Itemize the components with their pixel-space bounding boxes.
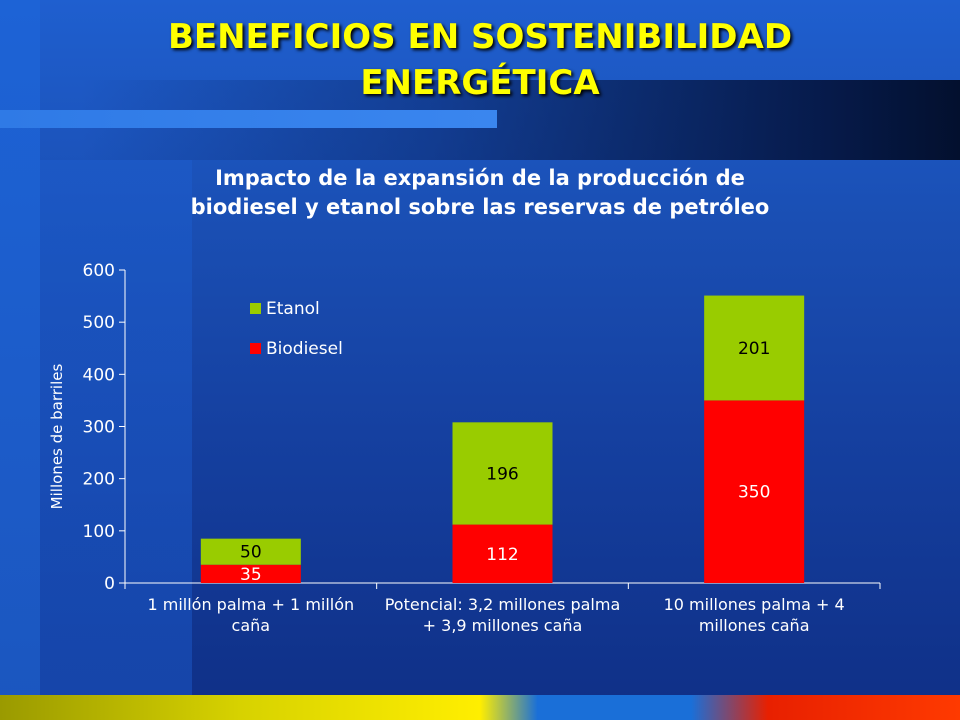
background-light-strip	[0, 110, 497, 128]
bar-biodiesel-3	[704, 400, 805, 583]
bottom-decorative-bar	[0, 695, 960, 720]
y-tick-label: 300	[83, 418, 115, 438]
chart-title-line-2: biodiesel y etanol sobre las reservas de…	[190, 195, 770, 219]
page-title-line-1: BENEFICIOS EN SOSTENIBILIDAD	[167, 17, 793, 57]
bar-biodiesel-1	[200, 564, 301, 583]
y-tick-label: 600	[83, 261, 115, 281]
x-category-label-3-line-1: 10 millones palma + 4	[664, 595, 845, 614]
page-title-line-2: ENERGÉTICA	[360, 63, 600, 103]
legend-swatch-biodiesel	[250, 343, 261, 354]
background-inner-panel	[40, 160, 192, 695]
x-category-label-1-line-2: caña	[232, 616, 271, 635]
legend-swatch-etanol	[250, 303, 261, 314]
data-label-etanol-2: 196	[486, 464, 518, 484]
y-tick-label: 0	[104, 574, 115, 594]
chart-title: Impacto de la expansión de la producción…	[120, 164, 840, 222]
data-label-biodiesel-1: 35	[240, 565, 262, 585]
data-label-biodiesel-3: 350	[738, 483, 770, 503]
x-category-label-2-line-1: Potencial: 3,2 millones palma	[385, 595, 621, 614]
y-tick-label: 200	[83, 470, 115, 490]
data-label-etanol-3: 201	[738, 339, 770, 359]
x-category-label-3-line-2: millones caña	[699, 616, 810, 635]
data-label-biodiesel-2: 112	[486, 545, 518, 565]
y-tick-label: 100	[83, 522, 115, 542]
bar-etanol-2	[452, 422, 553, 525]
y-tick-label: 400	[83, 365, 115, 385]
y-axis-title: Millones de barriles	[48, 364, 66, 510]
chart-title-line-1: Impacto de la expansión de la producción…	[215, 166, 745, 190]
bar-etanol-1	[200, 538, 301, 565]
x-category-label-2-line-2: + 3,9 millones caña	[423, 616, 583, 635]
data-label-etanol-1: 50	[240, 543, 262, 563]
legend-label-etanol: Etanol	[266, 299, 320, 319]
page-title: BENEFICIOS EN SOSTENIBILIDAD ENERGÉTICA	[0, 14, 960, 106]
bar-etanol-3	[704, 295, 805, 401]
y-tick-label: 500	[83, 313, 115, 333]
legend-label-biodiesel: Biodiesel	[266, 339, 343, 359]
x-category-label-1-line-1: 1 millón palma + 1 millón	[147, 595, 354, 614]
bar-biodiesel-2	[452, 524, 553, 583]
